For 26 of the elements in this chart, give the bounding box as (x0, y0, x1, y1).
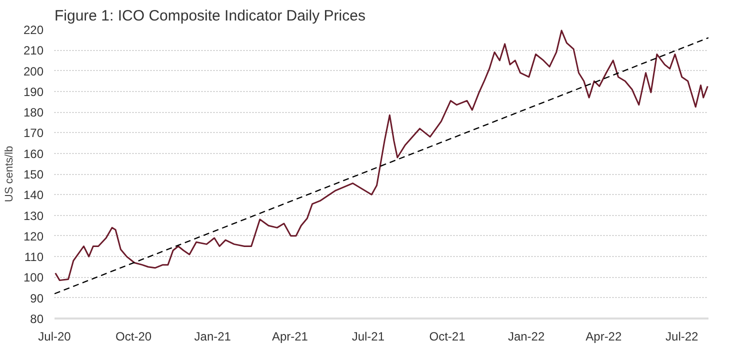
y-tick-label: 200 (23, 64, 44, 78)
x-tick-label: Oct-20 (116, 330, 152, 344)
x-tick-label: Jul-21 (352, 330, 385, 344)
y-tick-label: 130 (23, 208, 44, 223)
y-tick-label: 150 (23, 168, 44, 182)
x-tick-label: Jan-21 (194, 330, 232, 344)
y-axis-title: US cents/lb (3, 146, 16, 202)
y-tick-label: 190 (23, 84, 44, 99)
y-tick-label: 100 (23, 270, 44, 285)
x-tick-label: Jan-22 (508, 330, 545, 344)
y-tick-label: 220 (23, 23, 44, 37)
y-tick-label: 80 (30, 312, 44, 326)
y-tick-label: 110 (24, 250, 44, 264)
chart-title: Figure 1: ICO Composite Indicator Daily Prices (54, 8, 366, 24)
x-tick-label: Oct-21 (429, 330, 466, 344)
y-tick-label: 160 (23, 146, 44, 161)
y-tick-label: 170 (23, 126, 44, 140)
y-tick-label: 120 (23, 229, 44, 244)
y-tick-label: 140 (23, 188, 44, 202)
y-tick-label: 210 (23, 44, 44, 58)
x-tick-label: Apr-21 (272, 330, 308, 344)
x-tick-label: Apr-22 (586, 330, 622, 344)
x-tick-label: Jul-22 (666, 330, 699, 344)
x-tick-label: Jul-20 (38, 330, 72, 344)
y-tick-label: 90 (30, 291, 44, 306)
y-tick-label: 180 (23, 106, 44, 120)
